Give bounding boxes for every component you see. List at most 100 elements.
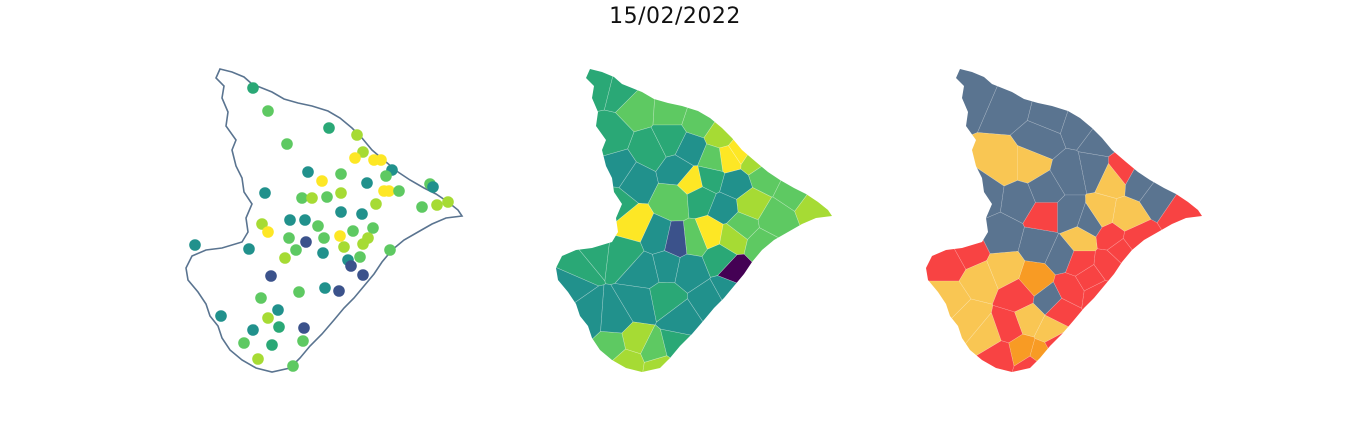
risk-category-region xyxy=(926,187,967,282)
risk-category-map xyxy=(926,69,1202,372)
station-marker xyxy=(312,220,324,232)
station-marker xyxy=(273,321,285,333)
municipality-region xyxy=(697,143,724,172)
state-outline xyxy=(185,68,463,373)
station-marker xyxy=(243,243,255,255)
station-marker xyxy=(347,225,359,237)
municipality-region xyxy=(772,74,832,212)
station-marker xyxy=(293,286,305,298)
station-marker xyxy=(290,244,302,256)
station-marker xyxy=(393,185,405,197)
station-marker xyxy=(266,339,278,351)
station-marker xyxy=(247,324,259,336)
station-marker xyxy=(306,192,318,204)
station-marker xyxy=(354,251,366,263)
municipality-region xyxy=(794,136,832,308)
station-marker xyxy=(370,198,382,210)
risk-category-region xyxy=(1076,69,1202,158)
station-marker xyxy=(334,230,346,242)
risk-category-region xyxy=(1065,250,1096,277)
municipality-region xyxy=(681,69,765,139)
station-points-map xyxy=(185,68,463,373)
municipality-region xyxy=(614,250,660,289)
station-marker xyxy=(300,236,312,248)
station-marker xyxy=(265,270,277,282)
municipality-region xyxy=(604,233,645,285)
station-marker xyxy=(380,170,392,182)
station-marker xyxy=(283,232,295,244)
station-marker xyxy=(351,129,363,141)
station-marker xyxy=(284,214,296,226)
municipality-region xyxy=(664,220,688,258)
station-marker xyxy=(262,312,274,324)
municipality-region xyxy=(709,275,832,372)
station-points-layer xyxy=(189,82,454,372)
municipality-region xyxy=(726,211,760,240)
station-marker xyxy=(252,353,264,365)
station-marker xyxy=(335,187,347,199)
risk-category-region xyxy=(926,280,972,372)
station-marker xyxy=(338,241,350,253)
station-marker xyxy=(316,175,328,187)
municipality-region xyxy=(659,328,778,372)
risk-category-region xyxy=(1005,355,1074,372)
station-marker xyxy=(442,196,454,208)
station-marker xyxy=(375,154,387,166)
station-marker xyxy=(317,247,329,259)
risk-category-region xyxy=(1081,279,1202,372)
station-marker xyxy=(357,146,369,158)
station-marker xyxy=(319,282,331,294)
station-marker xyxy=(427,181,439,193)
station-marker xyxy=(431,199,443,211)
municipality-region xyxy=(728,69,819,166)
station-marker xyxy=(356,208,368,220)
station-marker xyxy=(299,214,311,226)
figure-title: 15/02/2022 xyxy=(609,4,741,29)
risk-category-region xyxy=(1044,327,1169,372)
risk-category-regions xyxy=(926,69,1202,372)
station-marker xyxy=(296,192,308,204)
station-marker xyxy=(345,260,357,272)
station-marker xyxy=(357,269,369,281)
choropleth-regions xyxy=(556,69,832,372)
station-marker xyxy=(247,82,259,94)
station-marker xyxy=(335,168,347,180)
interpolated-choropleth-map xyxy=(556,69,832,372)
station-marker xyxy=(323,122,335,134)
station-marker xyxy=(272,304,284,316)
station-marker xyxy=(361,177,373,189)
station-marker xyxy=(255,292,267,304)
municipality-region xyxy=(736,187,773,221)
municipality-region xyxy=(556,331,626,372)
station-marker xyxy=(189,239,201,251)
risk-category-region xyxy=(1124,69,1202,203)
station-marker xyxy=(383,185,395,197)
station-marker xyxy=(256,218,268,230)
risk-category-region xyxy=(1060,69,1153,151)
station-marker xyxy=(321,191,333,203)
municipality-region xyxy=(556,148,637,189)
risk-category-region xyxy=(1123,219,1202,339)
station-marker xyxy=(262,226,274,238)
station-marker xyxy=(367,222,379,234)
municipality-region xyxy=(639,355,719,372)
municipality-region xyxy=(652,250,681,284)
station-marker xyxy=(215,310,227,322)
station-marker xyxy=(384,244,396,256)
station-marker xyxy=(287,360,299,372)
station-marker xyxy=(259,187,271,199)
station-marker xyxy=(279,252,291,264)
station-marker xyxy=(297,335,309,347)
station-marker xyxy=(262,105,274,117)
municipality-region xyxy=(740,69,832,176)
municipality-region xyxy=(743,227,832,348)
risk-category-region xyxy=(1106,237,1178,310)
station-marker xyxy=(335,206,347,218)
risk-category-region xyxy=(1094,162,1126,199)
station-marker xyxy=(318,232,330,244)
station-marker xyxy=(238,337,250,349)
station-marker xyxy=(349,152,361,164)
station-marker xyxy=(302,166,314,178)
risk-category-region xyxy=(943,132,1018,187)
